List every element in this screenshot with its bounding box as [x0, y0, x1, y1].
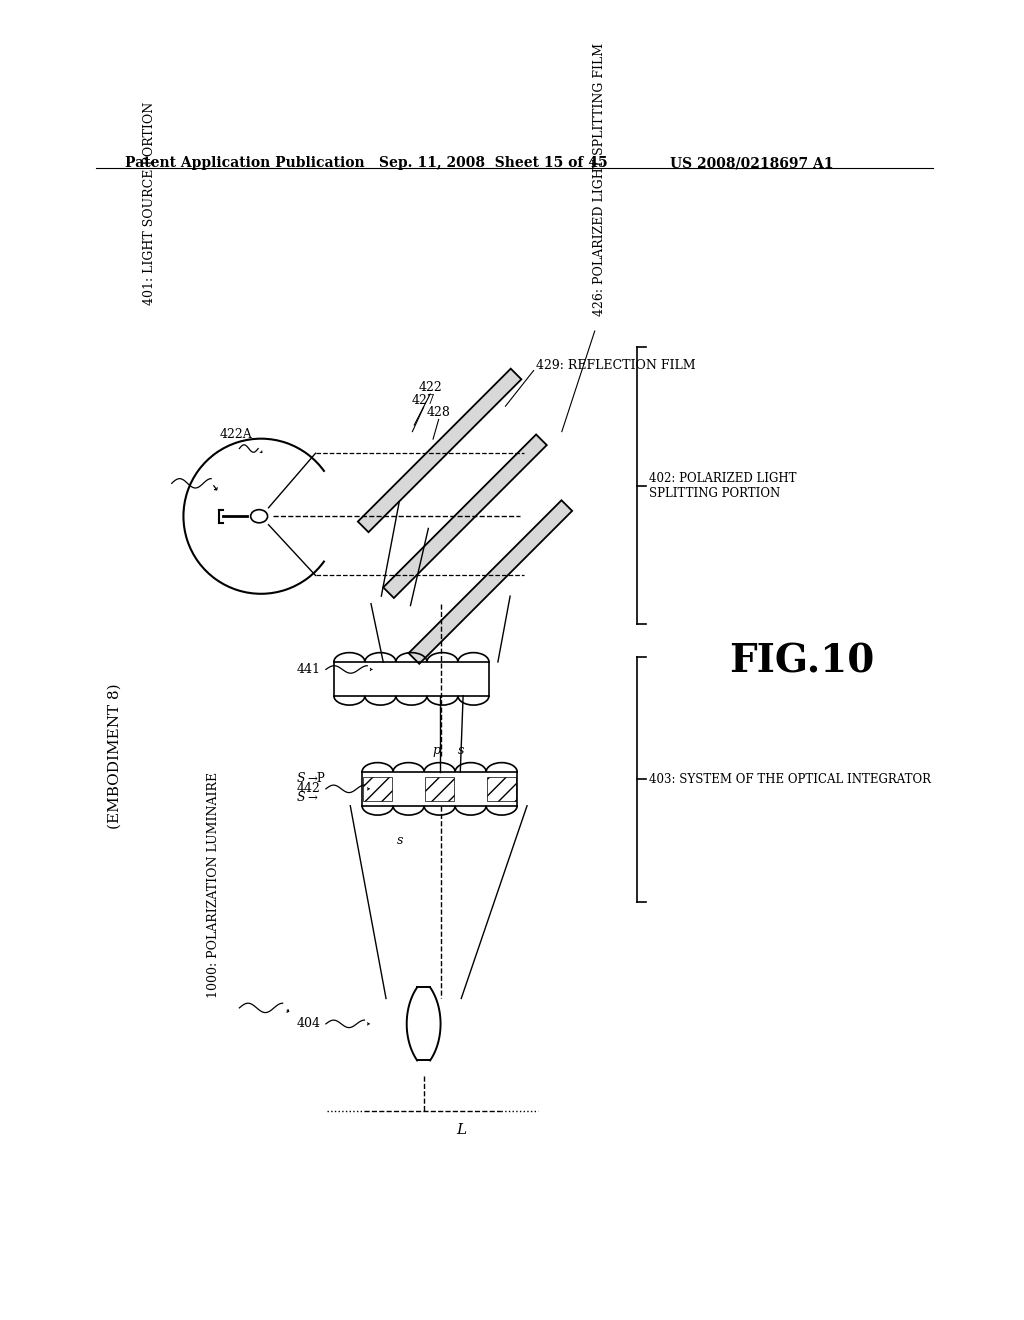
- Bar: [362, 776, 392, 801]
- Polygon shape: [409, 500, 572, 664]
- Text: L: L: [456, 1123, 466, 1137]
- Text: FIG.10: FIG.10: [729, 643, 874, 681]
- Polygon shape: [383, 434, 547, 598]
- Text: 401: LIGHT SOURCE PORTION: 401: LIGHT SOURCE PORTION: [143, 102, 157, 305]
- Text: 428: 428: [427, 407, 451, 420]
- Text: 429: REFLECTION FILM: 429: REFLECTION FILM: [537, 359, 696, 372]
- Text: 403: SYSTEM OF THE OPTICAL INTEGRATOR: 403: SYSTEM OF THE OPTICAL INTEGRATOR: [649, 774, 931, 785]
- Text: 404: 404: [296, 1018, 321, 1031]
- Text: Patent Application Publication: Patent Application Publication: [125, 156, 365, 170]
- Text: 426: POLARIZED LIGHT SPLITTING FILM: 426: POLARIZED LIGHT SPLITTING FILM: [593, 42, 606, 315]
- Text: s: s: [458, 743, 465, 756]
- Text: 441: 441: [296, 663, 321, 676]
- Text: 442: 442: [296, 783, 321, 796]
- Text: (EMBODIMENT 8): (EMBODIMENT 8): [108, 684, 122, 829]
- Text: 427: 427: [412, 395, 435, 407]
- Text: 402: POLARIZED LIGHT
SPLITTING PORTION: 402: POLARIZED LIGHT SPLITTING PORTION: [649, 473, 797, 500]
- Text: Sep. 11, 2008  Sheet 15 of 45: Sep. 11, 2008 Sheet 15 of 45: [379, 156, 607, 170]
- Text: 1000: POLARIZATION LUMINAIRE: 1000: POLARIZATION LUMINAIRE: [208, 772, 220, 998]
- Bar: [425, 776, 455, 801]
- Text: S: S: [297, 791, 305, 804]
- Text: →P: →P: [307, 772, 325, 785]
- Text: US 2008/0218697 A1: US 2008/0218697 A1: [670, 156, 834, 170]
- Polygon shape: [357, 368, 521, 532]
- Bar: [487, 776, 516, 801]
- Text: s: s: [397, 834, 403, 847]
- Text: 422A: 422A: [219, 428, 252, 441]
- Text: p: p: [433, 743, 440, 756]
- Text: →: →: [307, 791, 317, 804]
- Text: 422: 422: [419, 381, 442, 393]
- Text: S: S: [297, 772, 305, 785]
